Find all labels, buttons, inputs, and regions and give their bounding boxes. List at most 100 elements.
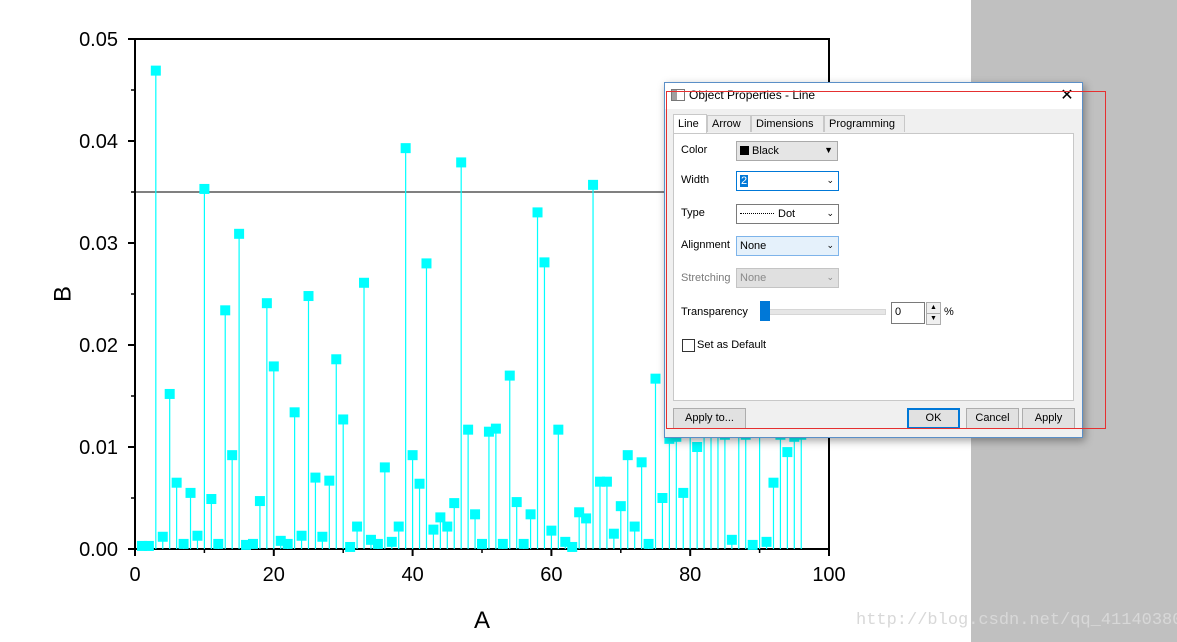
- data-point: [261, 298, 272, 309]
- percent-unit: %: [944, 306, 954, 318]
- data-point: [428, 524, 439, 535]
- chevron-down-icon: ⌄: [826, 272, 834, 282]
- data-point: [435, 512, 446, 523]
- type-dropdown[interactable]: Dot ⌄: [736, 204, 839, 224]
- transparency-input[interactable]: 0: [891, 302, 925, 324]
- transparency-value: 0: [895, 306, 902, 318]
- data-point: [414, 478, 425, 489]
- data-point: [171, 477, 182, 488]
- cancel-button[interactable]: Cancel: [966, 408, 1019, 429]
- y-axis-label: B: [49, 286, 76, 302]
- x-tick-label: 100: [812, 564, 845, 586]
- stretching-value: None: [740, 272, 767, 284]
- data-point: [310, 472, 321, 483]
- color-dropdown[interactable]: Black ▼: [736, 141, 838, 161]
- data-point: [643, 538, 654, 549]
- data-point: [303, 291, 314, 302]
- data-point: [747, 539, 758, 550]
- x-axis-label: A: [474, 607, 490, 634]
- tab-line[interactable]: Line: [673, 114, 707, 133]
- data-point: [345, 541, 356, 552]
- color-swatch: [740, 146, 749, 155]
- data-point: [352, 521, 363, 532]
- data-point: [692, 442, 703, 452]
- color-label: Color: [681, 144, 708, 156]
- stretching-label: Stretching: [681, 272, 731, 284]
- stretching-dropdown: None ⌄: [736, 268, 839, 288]
- data-point: [365, 534, 376, 545]
- data-point: [490, 423, 501, 434]
- data-point: [282, 538, 293, 549]
- y-tick-label: 0.02: [79, 335, 118, 357]
- alignment-label: Alignment: [681, 239, 730, 251]
- data-point: [143, 540, 154, 551]
- data-point: [629, 521, 640, 532]
- data-point: [317, 531, 328, 542]
- watermark: http://blog.csdn.net/qq_41140380: [856, 611, 1177, 630]
- transparency-slider-track[interactable]: [766, 309, 886, 315]
- chevron-down-icon: ⌄: [826, 175, 834, 185]
- y-tick-label: 0.05: [79, 29, 118, 51]
- data-point: [338, 414, 349, 425]
- y-tick-label: 0.04: [79, 131, 118, 153]
- x-tick-label: 80: [679, 564, 701, 586]
- data-point: [421, 258, 432, 269]
- data-point: [241, 539, 252, 550]
- data-point: [275, 535, 286, 546]
- ok-button[interactable]: OK: [907, 408, 960, 429]
- data-point: [574, 507, 585, 518]
- data-point: [185, 487, 196, 498]
- data-point: [470, 509, 481, 520]
- alignment-value: None: [740, 240, 767, 252]
- set-default-label[interactable]: Set as Default: [697, 339, 767, 351]
- line-tab-panel: Color Black ▼ Width 2 ⌄ Type Dot ⌄ Align…: [673, 133, 1074, 401]
- apply-to-button[interactable]: Apply to...: [673, 408, 746, 429]
- apply-button[interactable]: Apply: [1022, 408, 1075, 429]
- data-point: [449, 498, 460, 509]
- data-point: [296, 530, 307, 541]
- data-point: [588, 179, 599, 190]
- data-point: [664, 433, 675, 444]
- data-point: [289, 407, 300, 418]
- data-point: [206, 494, 217, 505]
- data-point: [518, 538, 529, 549]
- data-point: [456, 157, 467, 168]
- data-point: [463, 424, 474, 435]
- data-point: [560, 536, 571, 547]
- data-point: [594, 476, 605, 487]
- type-value: Dot: [778, 208, 796, 220]
- dialog-titlebar[interactable]: Object Properties - Line ✕: [665, 83, 1082, 109]
- data-point: [678, 487, 689, 498]
- color-value: Black: [752, 145, 779, 157]
- data-point: [782, 447, 793, 458]
- data-point: [213, 538, 224, 549]
- chevron-down-icon: ⌄: [826, 208, 834, 218]
- data-point: [504, 370, 515, 381]
- tab-programming[interactable]: Programming: [824, 115, 905, 132]
- transparency-label: Transparency: [681, 306, 748, 318]
- data-point: [497, 538, 508, 549]
- data-point: [567, 541, 578, 552]
- width-value[interactable]: 2: [740, 175, 749, 187]
- transparency-slider-thumb[interactable]: [760, 301, 770, 321]
- x-tick-label: 60: [540, 564, 562, 586]
- chevron-down-icon: ▼: [824, 145, 833, 155]
- data-point: [615, 501, 626, 512]
- data-point: [622, 450, 633, 461]
- data-point: [546, 525, 557, 536]
- data-point: [477, 538, 487, 549]
- width-combobox[interactable]: 2 ⌄: [736, 171, 839, 191]
- tab-arrow[interactable]: Arrow: [707, 115, 751, 132]
- data-point: [483, 426, 494, 437]
- set-default-checkbox[interactable]: [682, 339, 695, 352]
- data-point: [227, 450, 238, 461]
- data-point: [442, 521, 453, 532]
- alignment-dropdown[interactable]: None ⌄: [736, 236, 839, 256]
- close-button[interactable]: ✕: [1060, 87, 1074, 104]
- spin-down-button[interactable]: ▼: [926, 313, 941, 325]
- width-label: Width: [681, 174, 710, 186]
- y-tick-label: 0.03: [79, 233, 118, 255]
- data-point: [199, 183, 210, 194]
- data-point: [761, 536, 772, 547]
- tab-dimensions[interactable]: Dimensions: [751, 115, 824, 132]
